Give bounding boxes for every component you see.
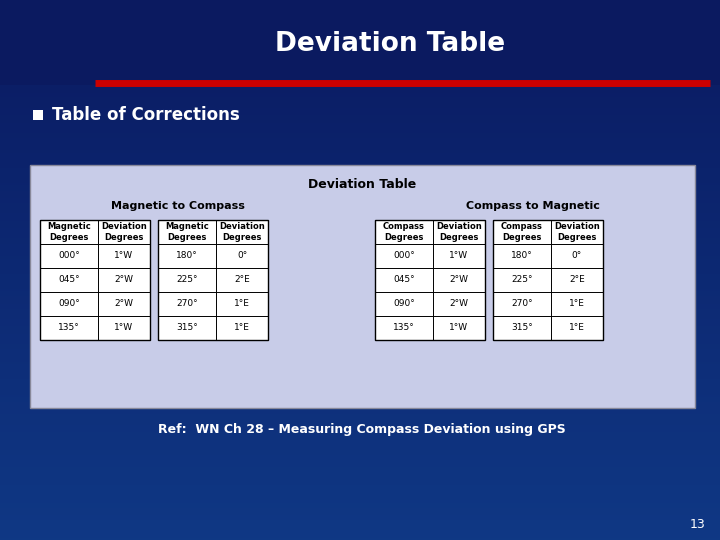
Text: 225°: 225° [511, 275, 533, 285]
Text: 270°: 270° [511, 300, 533, 308]
Text: 180°: 180° [176, 252, 198, 260]
Text: 000°: 000° [393, 252, 415, 260]
Text: 270°: 270° [176, 300, 198, 308]
Text: 0°: 0° [572, 252, 582, 260]
Text: 180°: 180° [511, 252, 533, 260]
Text: Magnetic
Degrees: Magnetic Degrees [47, 222, 91, 242]
Text: 2°W: 2°W [114, 300, 133, 308]
Text: 2°W: 2°W [449, 300, 469, 308]
Text: 13: 13 [690, 518, 706, 531]
Text: 045°: 045° [393, 275, 415, 285]
Text: Deviation Table: Deviation Table [275, 31, 505, 57]
Text: 045°: 045° [58, 275, 80, 285]
Text: Deviation
Degrees: Deviation Degrees [436, 222, 482, 242]
Text: Deviation
Degrees: Deviation Degrees [219, 222, 265, 242]
Text: 135°: 135° [58, 323, 80, 333]
FancyBboxPatch shape [158, 220, 268, 340]
Text: 2°E: 2°E [569, 275, 585, 285]
FancyBboxPatch shape [493, 220, 603, 340]
Text: 2°E: 2°E [234, 275, 250, 285]
FancyBboxPatch shape [0, 0, 720, 85]
Text: 1°W: 1°W [449, 252, 469, 260]
Text: 1°W: 1°W [114, 252, 134, 260]
Text: 1°E: 1°E [569, 323, 585, 333]
Text: Compass to Magnetic: Compass to Magnetic [466, 201, 600, 211]
Text: Compass
Degrees: Compass Degrees [383, 222, 425, 242]
Text: 315°: 315° [511, 323, 533, 333]
Text: 1°E: 1°E [569, 300, 585, 308]
Text: 2°W: 2°W [114, 275, 133, 285]
Text: Magnetic
Degrees: Magnetic Degrees [165, 222, 209, 242]
Text: 090°: 090° [58, 300, 80, 308]
FancyBboxPatch shape [40, 220, 150, 340]
Text: Ref:  WN Ch 28 – Measuring Compass Deviation using GPS: Ref: WN Ch 28 – Measuring Compass Deviat… [158, 423, 566, 436]
Text: Deviation
Degrees: Deviation Degrees [101, 222, 147, 242]
Text: Compass
Degrees: Compass Degrees [501, 222, 543, 242]
Text: 0°: 0° [237, 252, 247, 260]
Text: Magnetic to Compass: Magnetic to Compass [111, 201, 245, 211]
FancyBboxPatch shape [375, 220, 485, 340]
Text: 135°: 135° [393, 323, 415, 333]
Text: 225°: 225° [176, 275, 198, 285]
Text: 1°W: 1°W [449, 323, 469, 333]
FancyBboxPatch shape [30, 165, 695, 408]
Text: Deviation
Degrees: Deviation Degrees [554, 222, 600, 242]
Text: 1°W: 1°W [114, 323, 134, 333]
Text: Deviation Table: Deviation Table [308, 178, 416, 191]
Text: 315°: 315° [176, 323, 198, 333]
Text: 000°: 000° [58, 252, 80, 260]
FancyBboxPatch shape [33, 110, 43, 120]
Text: Table of Corrections: Table of Corrections [52, 106, 240, 124]
Text: 090°: 090° [393, 300, 415, 308]
Text: 1°E: 1°E [234, 300, 250, 308]
Text: 2°W: 2°W [449, 275, 469, 285]
Text: 1°E: 1°E [234, 323, 250, 333]
